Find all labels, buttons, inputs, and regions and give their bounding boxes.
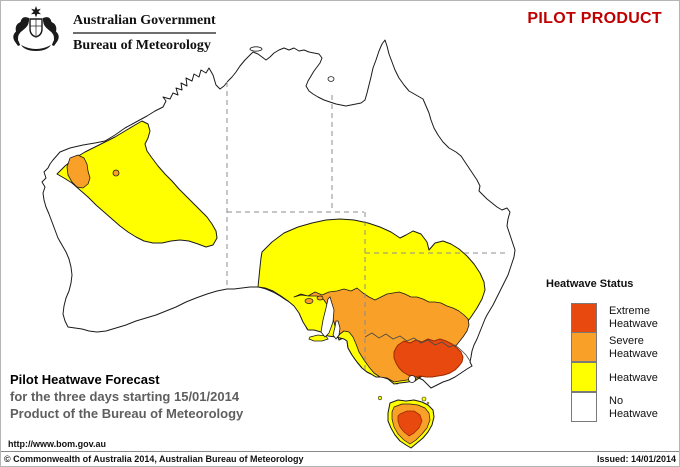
legend: Heatwave Status Extreme Heatwave Severe … — [546, 278, 671, 423]
heatwave-swatch — [571, 362, 597, 392]
forecast-annotation: Pilot Heatwave Forecast for the three da… — [10, 371, 243, 422]
emu-icon — [42, 17, 59, 46]
legend-item-extreme: Extreme Heatwave — [571, 303, 671, 333]
region-kangaroo-island — [308, 334, 329, 342]
extreme-heatwave-swatch — [571, 303, 597, 333]
coat-of-arms-icon — [13, 6, 59, 51]
groote-island — [327, 76, 335, 82]
melville-island — [249, 46, 263, 52]
bureau-label: Bureau of Meteorology — [73, 38, 211, 53]
legend-label: Heatwave — [609, 371, 658, 384]
flinders-islet — [426, 401, 430, 405]
footer-divider — [0, 451, 680, 452]
kangaroo-icon — [13, 17, 30, 46]
region-sa-gulf-spot-west — [304, 298, 314, 304]
spencer-gulf — [320, 296, 335, 338]
wreath-icon — [21, 45, 51, 51]
legend-rows: Extreme Heatwave Severe Heatwave Heatwav… — [571, 303, 671, 423]
copyright-text: © Commonwealth of Australia 2014, Austra… — [4, 454, 304, 464]
forecast-title: Pilot Heatwave Forecast — [10, 372, 160, 387]
forecast-period: for the three days starting 15/01/2014 — [10, 389, 240, 404]
gulf-st-vincent — [332, 320, 341, 340]
forecast-product-line: Product of the Bureau of Meteorology — [10, 406, 244, 421]
legend-item-severe: Severe Heatwave — [571, 332, 671, 363]
header-titles: Australian Government Bureau of Meteorol… — [73, 13, 216, 54]
state-borders — [226, 82, 506, 371]
flinders-island — [421, 396, 427, 402]
region-pilbara-inland-spot — [112, 169, 120, 177]
pilot-product-banner: PILOT PRODUCT — [527, 10, 662, 27]
legend-item-no-heatwave: No Heatwave — [571, 392, 671, 423]
region-sa-gulf-spot-east — [316, 295, 324, 301]
region-pilbara-coastal — [66, 154, 91, 189]
legend-label: No Heatwave — [609, 395, 658, 420]
region-gascoyne-pilbara — [56, 120, 218, 248]
king-island — [377, 395, 383, 401]
star-icon — [31, 6, 41, 18]
legend-title: Heatwave Status — [546, 278, 634, 290]
issued-date: Issued: 14/01/2014 — [596, 454, 676, 464]
government-label: Australian Government — [73, 13, 216, 34]
severe-heatwave-swatch — [571, 332, 597, 362]
legend-item-heatwave: Heatwave — [571, 362, 671, 393]
legend-label: Severe Heatwave — [609, 335, 658, 360]
bom-url: http://www.bom.gov.au — [8, 439, 106, 449]
legend-label: Extreme Heatwave — [609, 305, 658, 330]
region-central-victoria — [393, 338, 464, 378]
region-tasmania-core — [397, 410, 423, 437]
no-heatwave-swatch — [571, 392, 597, 422]
footer-bar: © Commonwealth of Australia 2014, Austra… — [4, 454, 676, 464]
shield-icon — [29, 18, 43, 38]
murray-river-line — [364, 332, 471, 362]
port-phillip-bay — [408, 375, 416, 383]
